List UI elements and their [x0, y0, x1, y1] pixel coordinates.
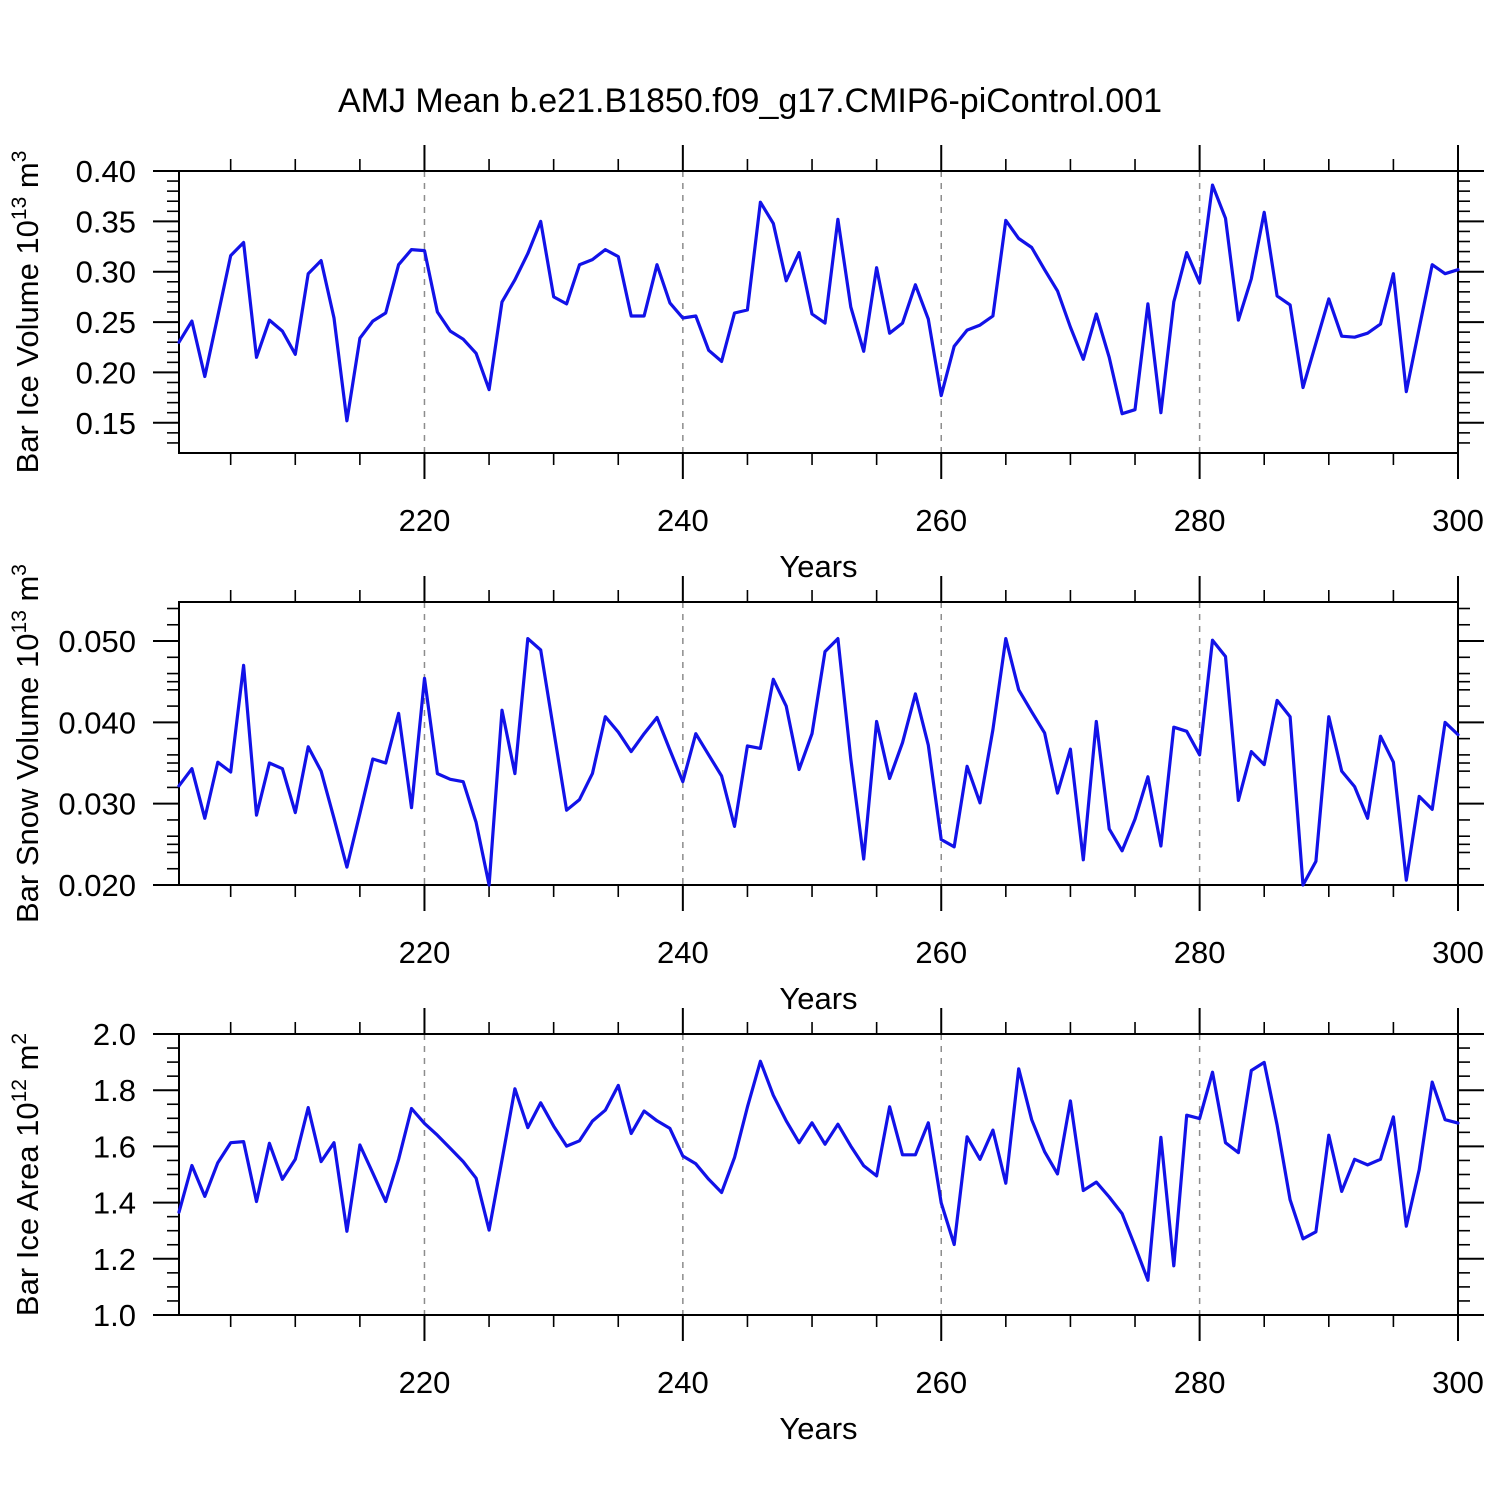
x-tick-label: 300	[1432, 935, 1484, 970]
x-axis-title: Years	[779, 981, 857, 1016]
plot-frame	[178, 601, 1459, 886]
figure-title: AMJ Mean b.e21.B1850.f09_g17.CMIP6-piCon…	[337, 82, 1163, 120]
y-tick-label: 0.030	[58, 787, 136, 822]
y-tick-label: 0.15	[76, 406, 136, 441]
y-tick-label: 1.0	[93, 1298, 136, 1333]
chart-2: 0.020 0.030 0.040 0.050 220 240 260 280 300 Years…	[8, 564, 1484, 1016]
y-tick-label: 1.4	[93, 1186, 136, 1221]
x-tick-label: 220	[399, 935, 451, 970]
plot-frame	[178, 170, 1459, 454]
y-axis-title: Bar Snow Volume 1013 m3	[8, 564, 45, 923]
series-line	[177, 1059, 1460, 1282]
x-tick-label: 240	[657, 935, 709, 970]
y-tick-label: 0.050	[58, 624, 136, 659]
x-tick-label: 300	[1432, 503, 1484, 538]
y-tick-label: 0.20	[76, 355, 136, 390]
y-tick-label: 0.40	[76, 154, 136, 189]
y-tick-label: 1.2	[93, 1242, 136, 1277]
x-axis-title: Years	[779, 1411, 857, 1446]
x-tick-label: 220	[399, 503, 451, 538]
y-tick-label: 1.8	[93, 1073, 136, 1108]
x-tick-label: 280	[1174, 503, 1226, 538]
x-tick-label: 260	[915, 503, 967, 538]
chart-1: 0.15 0.20 0.25 0.30 0.35 0.40 220 240 260 280 300 Y…	[8, 145, 1484, 584]
x-tick-label: 260	[915, 935, 967, 970]
y-tick-label: 0.35	[76, 204, 136, 239]
x-tick-label: 280	[1174, 1365, 1226, 1400]
y-tick-label: 0.30	[76, 255, 136, 290]
x-tick-label: 300	[1432, 1365, 1484, 1400]
y-axis-title: Bar Ice Area 1012 m2	[8, 1033, 45, 1316]
x-tick-label: 240	[657, 503, 709, 538]
x-axis-title: Years	[779, 549, 857, 584]
y-tick-label: 0.040	[58, 705, 136, 740]
x-tick-label: 220	[399, 1365, 451, 1400]
y-axis-title: Bar Ice Volume 1013 m3	[8, 151, 45, 474]
y-tick-label: 0.020	[58, 868, 136, 903]
chart-3: 1.0 1.2 1.4 1.6 1.8 2.0 220 240 260 280 300 Years Ba…	[8, 1008, 1484, 1446]
y-tick-label: 2.0	[93, 1017, 136, 1052]
x-tick-label: 260	[915, 1365, 967, 1400]
series-line	[177, 636, 1460, 887]
x-tick-label: 280	[1174, 935, 1226, 970]
x-tick-label: 240	[657, 1365, 709, 1400]
series-line	[177, 183, 1460, 423]
y-tick-label: 1.6	[93, 1129, 136, 1164]
y-tick-label: 0.25	[76, 305, 136, 340]
